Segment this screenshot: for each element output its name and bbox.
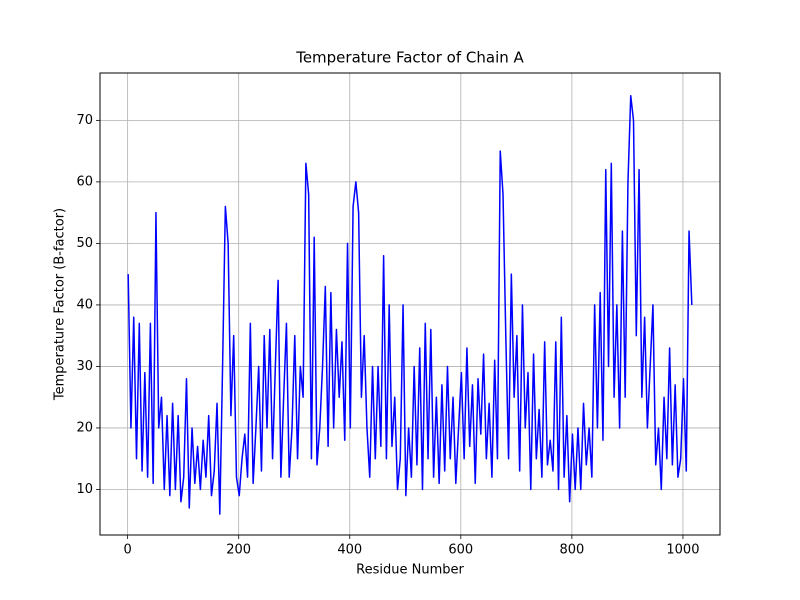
y-tick-label: 50: [76, 236, 93, 251]
x-tick-label: 1000: [666, 543, 699, 558]
y-tick-label: 10: [76, 482, 93, 497]
y-tick-label: 40: [76, 297, 93, 312]
x-tick-label: 600: [448, 543, 473, 558]
data-line: [127, 95, 693, 515]
y-tick-label: 60: [76, 174, 93, 189]
axes-frame: [99, 72, 721, 536]
y-tick-label: 20: [76, 420, 93, 435]
chart-title: Temperature Factor of Chain A: [295, 49, 524, 67]
x-axis-label: Residue Number: [356, 563, 464, 578]
y-tick-label: 70: [76, 113, 93, 128]
x-tick-label: 200: [226, 543, 251, 558]
plot-layer: [127, 95, 693, 515]
y-tick-label: 30: [76, 359, 93, 374]
x-tick-label: 400: [337, 543, 362, 558]
x-tick-label: 0: [123, 543, 131, 558]
x-tick-label: 800: [559, 543, 584, 558]
y-axis-label: Temperature Factor (B-factor): [53, 208, 68, 401]
